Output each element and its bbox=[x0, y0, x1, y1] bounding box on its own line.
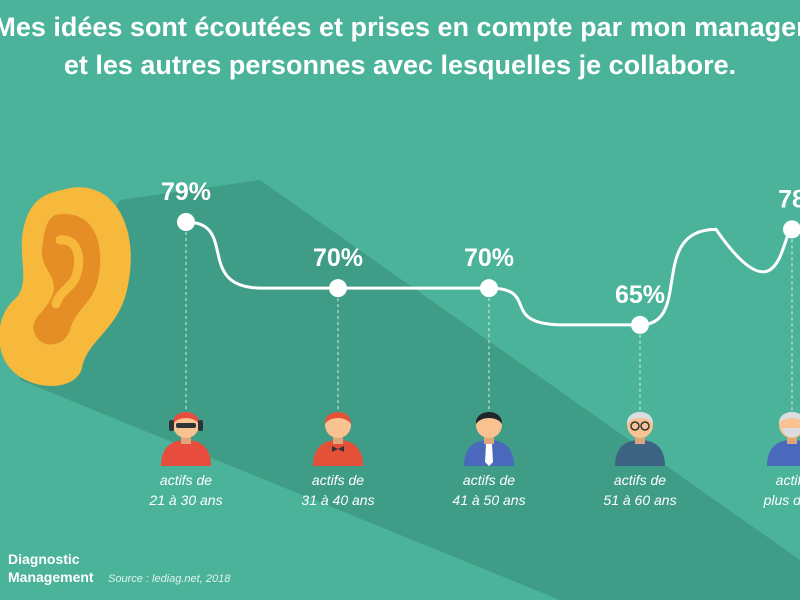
category-label: 31 à 40 ans bbox=[301, 492, 374, 508]
dashed-guides bbox=[185, 232, 793, 420]
data-point bbox=[329, 279, 347, 298]
person-beard-icon bbox=[767, 412, 800, 466]
brand-logo: Diagnostic Management bbox=[8, 550, 94, 586]
category-label: 21 à 30 ans bbox=[148, 492, 222, 508]
category-label: actifs de bbox=[160, 472, 212, 488]
value-label: 79% bbox=[161, 178, 211, 206]
person-icons bbox=[161, 412, 800, 466]
value-label: 65% bbox=[615, 281, 665, 309]
data-point bbox=[783, 220, 800, 239]
category-label: 41 à 50 ans bbox=[452, 492, 525, 508]
category-label: actifs de bbox=[463, 472, 515, 488]
person-glasses-icon bbox=[615, 412, 665, 466]
data-point bbox=[177, 213, 195, 231]
data-points bbox=[177, 213, 800, 334]
brand-line-1: Diagnostic bbox=[8, 551, 80, 567]
category-label: 51 à 60 ans bbox=[603, 492, 676, 508]
category-label: plus de 6 bbox=[763, 492, 800, 508]
category-label: actifs de bbox=[312, 472, 364, 488]
value-label: 70% bbox=[464, 244, 514, 272]
value-labels: 79% 70% 70% 65% 78 bbox=[161, 178, 800, 309]
brand-line-2: Management bbox=[8, 569, 94, 585]
data-point bbox=[631, 315, 649, 334]
data-point bbox=[480, 279, 498, 298]
trend-line bbox=[185, 220, 793, 327]
long-shadow bbox=[20, 180, 800, 600]
category-label: actifs de bbox=[614, 472, 666, 488]
title-line-2: et les autres personnes avec lesquelles … bbox=[63, 50, 737, 80]
ear-icon bbox=[0, 187, 131, 386]
title-line-1: Mes idées sont écoutées et prises en com… bbox=[0, 12, 800, 42]
person-headphones-icon bbox=[161, 412, 211, 466]
person-bowtie-icon bbox=[313, 412, 363, 466]
value-label: 70% bbox=[313, 244, 363, 272]
category-labels: actifs de 21 à 30 ans actifs de 31 à 40 ans… bbox=[148, 472, 800, 508]
person-tie-icon bbox=[464, 412, 514, 466]
category-label: actifs bbox=[776, 472, 800, 488]
value-label: 78 bbox=[778, 185, 800, 213]
source-note: Source : lediag.net, 2018 bbox=[108, 573, 231, 585]
